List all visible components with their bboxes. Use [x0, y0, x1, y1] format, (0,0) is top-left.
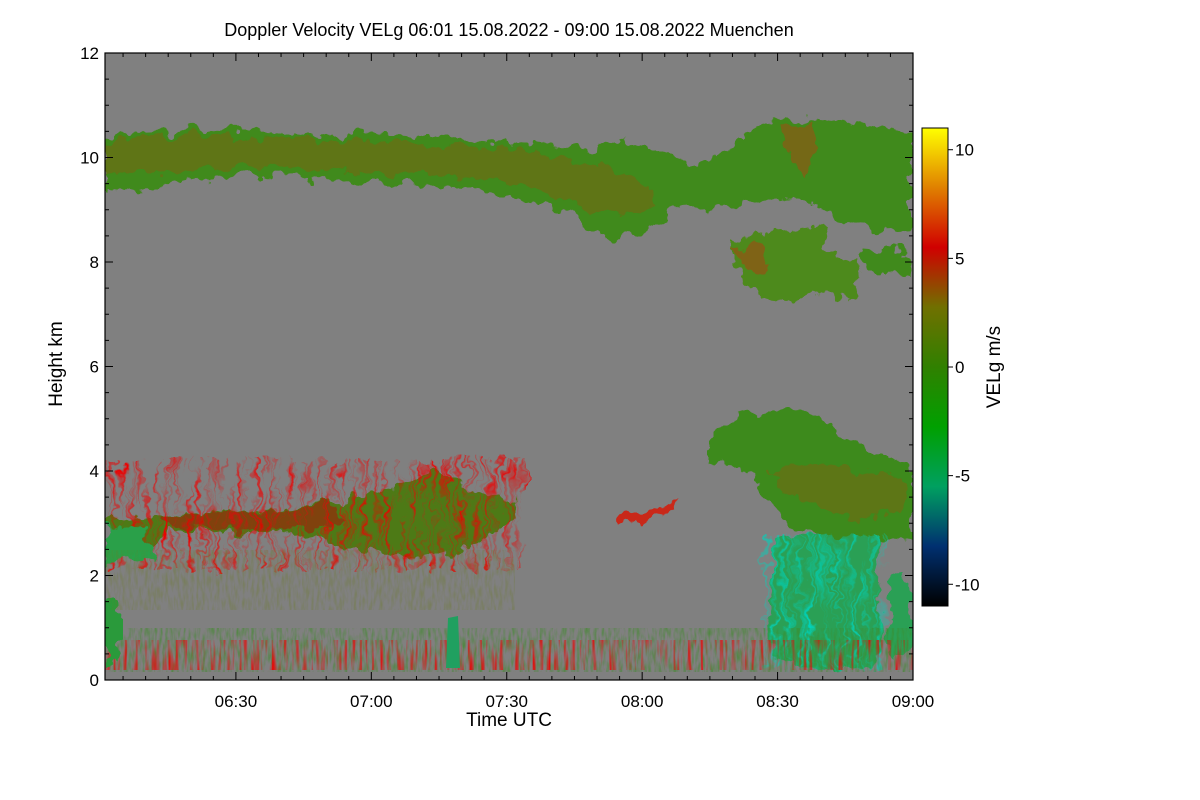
y-axis: 0 2 4 6 8 10 12 — [80, 44, 913, 690]
colorbar-gradient — [921, 127, 949, 607]
y-tick-label: 6 — [90, 358, 99, 377]
y-tick-label: 12 — [80, 44, 99, 63]
x-tick-label: 08:30 — [756, 692, 799, 711]
cirrus-layer-upper — [105, 118, 913, 240]
y-tick-label: 0 — [90, 671, 99, 690]
colorbar-tick-label: 0 — [955, 358, 964, 377]
x-tick-label: 09:00 — [892, 692, 935, 711]
y-tick-label: 10 — [80, 149, 99, 168]
colorbar-label: VELg m/s — [984, 326, 1005, 408]
colorbar-tick-label: 5 — [955, 249, 964, 268]
velocity-field — [105, 118, 913, 672]
x-tick-label: 07:30 — [485, 692, 528, 711]
x-tick-label: 07:00 — [350, 692, 393, 711]
chart-title: Doppler Velocity VELg 06:01 15.08.2022 -… — [224, 20, 794, 40]
x-tick-label: 08:00 — [621, 692, 664, 711]
y-tick-label: 8 — [90, 253, 99, 272]
colorbar-ticks: -10 -5 0 5 10 — [948, 141, 980, 594]
colorbar-tick-label: -10 — [955, 575, 980, 594]
y-tick-label: 4 — [90, 462, 99, 481]
x-axis-title: Time UTC — [466, 710, 552, 731]
x-axis: 06:30 07:00 07:30 08:00 08:30 09:00 — [122, 53, 935, 711]
boundary-layer — [105, 550, 913, 672]
cirrus-patch-late — [730, 226, 912, 300]
y-tick-label: 2 — [90, 567, 99, 586]
y-axis-title: Height km — [46, 321, 67, 407]
colorbar: -10 -5 0 5 10 VELg m/s — [921, 127, 1005, 607]
colorbar-tick-label: 10 — [955, 141, 974, 160]
x-tick-label: 06:30 — [215, 692, 258, 711]
colorbar-tick-label: -5 — [955, 467, 970, 486]
